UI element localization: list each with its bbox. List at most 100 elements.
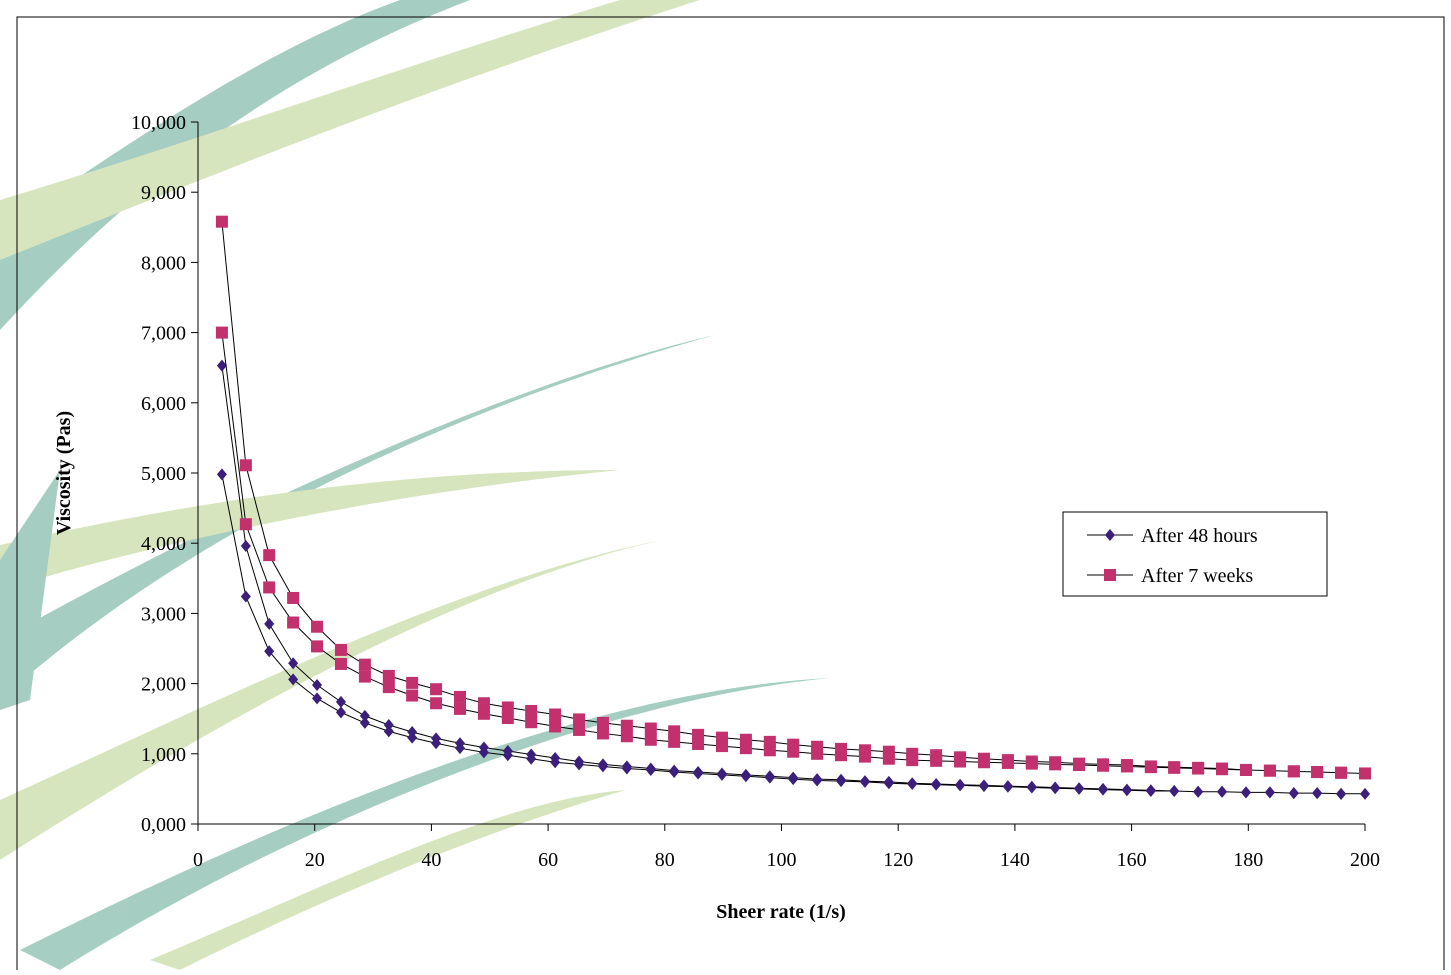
- data-point: [383, 670, 395, 682]
- legend-marker: [1104, 569, 1116, 581]
- data-point: [621, 730, 633, 742]
- x-tick-label: 100: [767, 849, 797, 871]
- data-point: [287, 617, 299, 629]
- data-point: [1360, 788, 1370, 800]
- data-point: [1049, 758, 1061, 770]
- data-point: [1193, 786, 1203, 798]
- data-point: [240, 518, 252, 530]
- data-point: [525, 705, 537, 717]
- y-tick-label: 9,000: [141, 182, 186, 204]
- data-point: [216, 216, 228, 228]
- x-axis-title: Sheer rate (1/s): [716, 901, 846, 923]
- y-tick-label: 6,000: [141, 393, 186, 415]
- x-tick-label: 0: [193, 849, 203, 871]
- data-point: [907, 778, 917, 790]
- x-tick-label: 200: [1350, 849, 1380, 871]
- data-point: [359, 671, 371, 683]
- data-point: [1192, 763, 1204, 775]
- data-point: [360, 717, 370, 729]
- x-tick-label: 20: [305, 849, 325, 871]
- data-point: [811, 748, 823, 760]
- x-tick-label: 60: [538, 849, 558, 871]
- y-axis-title: Viscosity (Pas): [53, 411, 75, 535]
- data-point: [668, 725, 680, 737]
- data-point: [954, 756, 966, 768]
- data-point: [287, 592, 299, 604]
- data-point: [621, 720, 633, 732]
- data-point: [835, 749, 847, 761]
- data-point: [1264, 765, 1276, 777]
- x-tick-label: 80: [655, 849, 675, 871]
- data-point: [525, 716, 537, 728]
- data-point: [311, 640, 323, 652]
- data-point: [883, 753, 895, 765]
- data-point: [240, 459, 252, 471]
- data-point: [597, 727, 609, 739]
- data-point: [1312, 787, 1322, 799]
- data-point: [311, 621, 323, 633]
- data-point: [312, 679, 322, 691]
- page: {"chart_data": { "type": "line", "x_labe…: [0, 0, 1451, 970]
- data-point: [241, 540, 251, 552]
- data-point: [597, 717, 609, 729]
- x-tick-label: 140: [1000, 849, 1030, 871]
- data-point: [645, 734, 657, 746]
- data-point: [336, 706, 346, 718]
- data-point: [335, 644, 347, 656]
- data-point: [1217, 786, 1227, 798]
- data-point: [1336, 788, 1346, 800]
- y-tick-label: 7,000: [141, 323, 186, 345]
- data-point: [1145, 761, 1157, 773]
- data-point: [646, 764, 656, 776]
- data-point: [430, 683, 442, 695]
- y-tick-label: 3,000: [141, 603, 186, 625]
- data-point: [906, 754, 918, 766]
- data-point: [645, 723, 657, 735]
- y-tick-label: 8,000: [141, 252, 186, 274]
- y-tick-label: 2,000: [141, 674, 186, 696]
- y-tick-label: 4,000: [141, 533, 186, 555]
- data-point: [263, 581, 275, 593]
- data-point: [478, 697, 490, 709]
- data-point: [978, 756, 990, 768]
- data-point: [693, 767, 703, 779]
- data-point: [217, 468, 227, 480]
- legend-label: After 7 weeks: [1141, 565, 1253, 587]
- data-point: [1265, 786, 1275, 798]
- data-point: [1003, 781, 1013, 793]
- data-point: [573, 724, 585, 736]
- data-point: [860, 776, 870, 788]
- data-point: [1241, 786, 1251, 798]
- data-point: [1027, 781, 1037, 793]
- legend-label: After 48 hours: [1141, 525, 1258, 547]
- x-tick-label: 120: [883, 849, 913, 871]
- data-point: [787, 746, 799, 758]
- data-point: [764, 744, 776, 756]
- data-point: [312, 692, 322, 704]
- data-point: [1097, 760, 1109, 772]
- data-point: [264, 618, 274, 630]
- data-point: [384, 725, 394, 737]
- data-point: [1216, 763, 1228, 775]
- data-point: [598, 760, 608, 772]
- data-point: [335, 658, 347, 670]
- data-point: [1121, 760, 1133, 772]
- y-tick-label: 10,000: [131, 112, 186, 134]
- data-point: [1050, 782, 1060, 794]
- y-tick-label: 1,000: [141, 744, 186, 766]
- data-point: [549, 720, 561, 732]
- data-point: [741, 770, 751, 782]
- data-point: [359, 659, 371, 671]
- y-tick-label: 5,000: [141, 463, 186, 485]
- chart: Viscosity (Pas) Sheer rate (1/s) 0,0001,…: [0, 0, 1451, 970]
- data-point: [406, 677, 418, 689]
- data-point: [788, 773, 798, 785]
- data-point: [1169, 785, 1179, 797]
- data-point: [979, 780, 989, 792]
- data-point: [1289, 787, 1299, 799]
- data-point: [692, 738, 704, 750]
- x-tick-label: 180: [1233, 849, 1263, 871]
- data-point: [1240, 764, 1252, 776]
- data-point: [1335, 767, 1347, 779]
- data-point: [859, 751, 871, 763]
